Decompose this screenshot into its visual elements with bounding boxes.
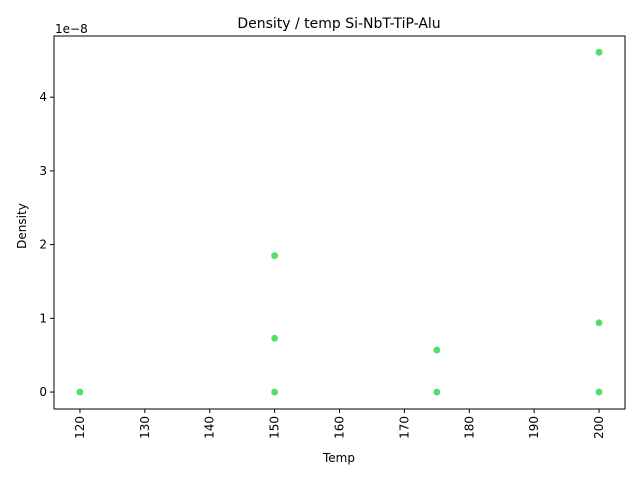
- scatter-point: [76, 388, 84, 396]
- x-tick-label: 200: [592, 416, 606, 439]
- x-tick-label: 130: [138, 416, 152, 439]
- chart-title: Density / temp Si-NbT-TiP-Alu: [237, 16, 440, 32]
- y-axis-title: Density: [15, 203, 29, 249]
- scatter-point: [270, 388, 279, 396]
- scatter-point: [595, 318, 603, 327]
- x-tick-label: 180: [462, 416, 476, 439]
- y-tick-label: 1: [39, 311, 47, 325]
- scatter-point: [270, 251, 279, 260]
- y-tick-label: 3: [39, 164, 47, 178]
- scatter-point: [433, 346, 441, 354]
- y-tick-label: 2: [39, 238, 47, 252]
- x-tick-label: 140: [203, 416, 217, 439]
- scatter-point: [595, 388, 603, 396]
- x-tick-label: 160: [333, 416, 347, 439]
- x-tick-label: 190: [527, 416, 541, 439]
- plot-area: [76, 48, 603, 396]
- x-tick-label: 150: [268, 416, 282, 439]
- x-tick-label: 120: [73, 416, 87, 439]
- x-tick-label: 170: [397, 416, 411, 439]
- scatter-point: [595, 48, 603, 57]
- scatter-point: [270, 334, 279, 343]
- y-tick-label: 0: [39, 385, 47, 399]
- y-offset-label: 1e−8: [55, 22, 88, 36]
- scatter-point: [433, 388, 441, 396]
- x-axis: 120 130 140 150 160 170 180 190 200: [73, 409, 606, 439]
- y-tick-label: 4: [39, 90, 47, 104]
- y-axis: 0 1 2 3 4: [39, 90, 54, 399]
- x-axis-title: Temp: [322, 451, 355, 465]
